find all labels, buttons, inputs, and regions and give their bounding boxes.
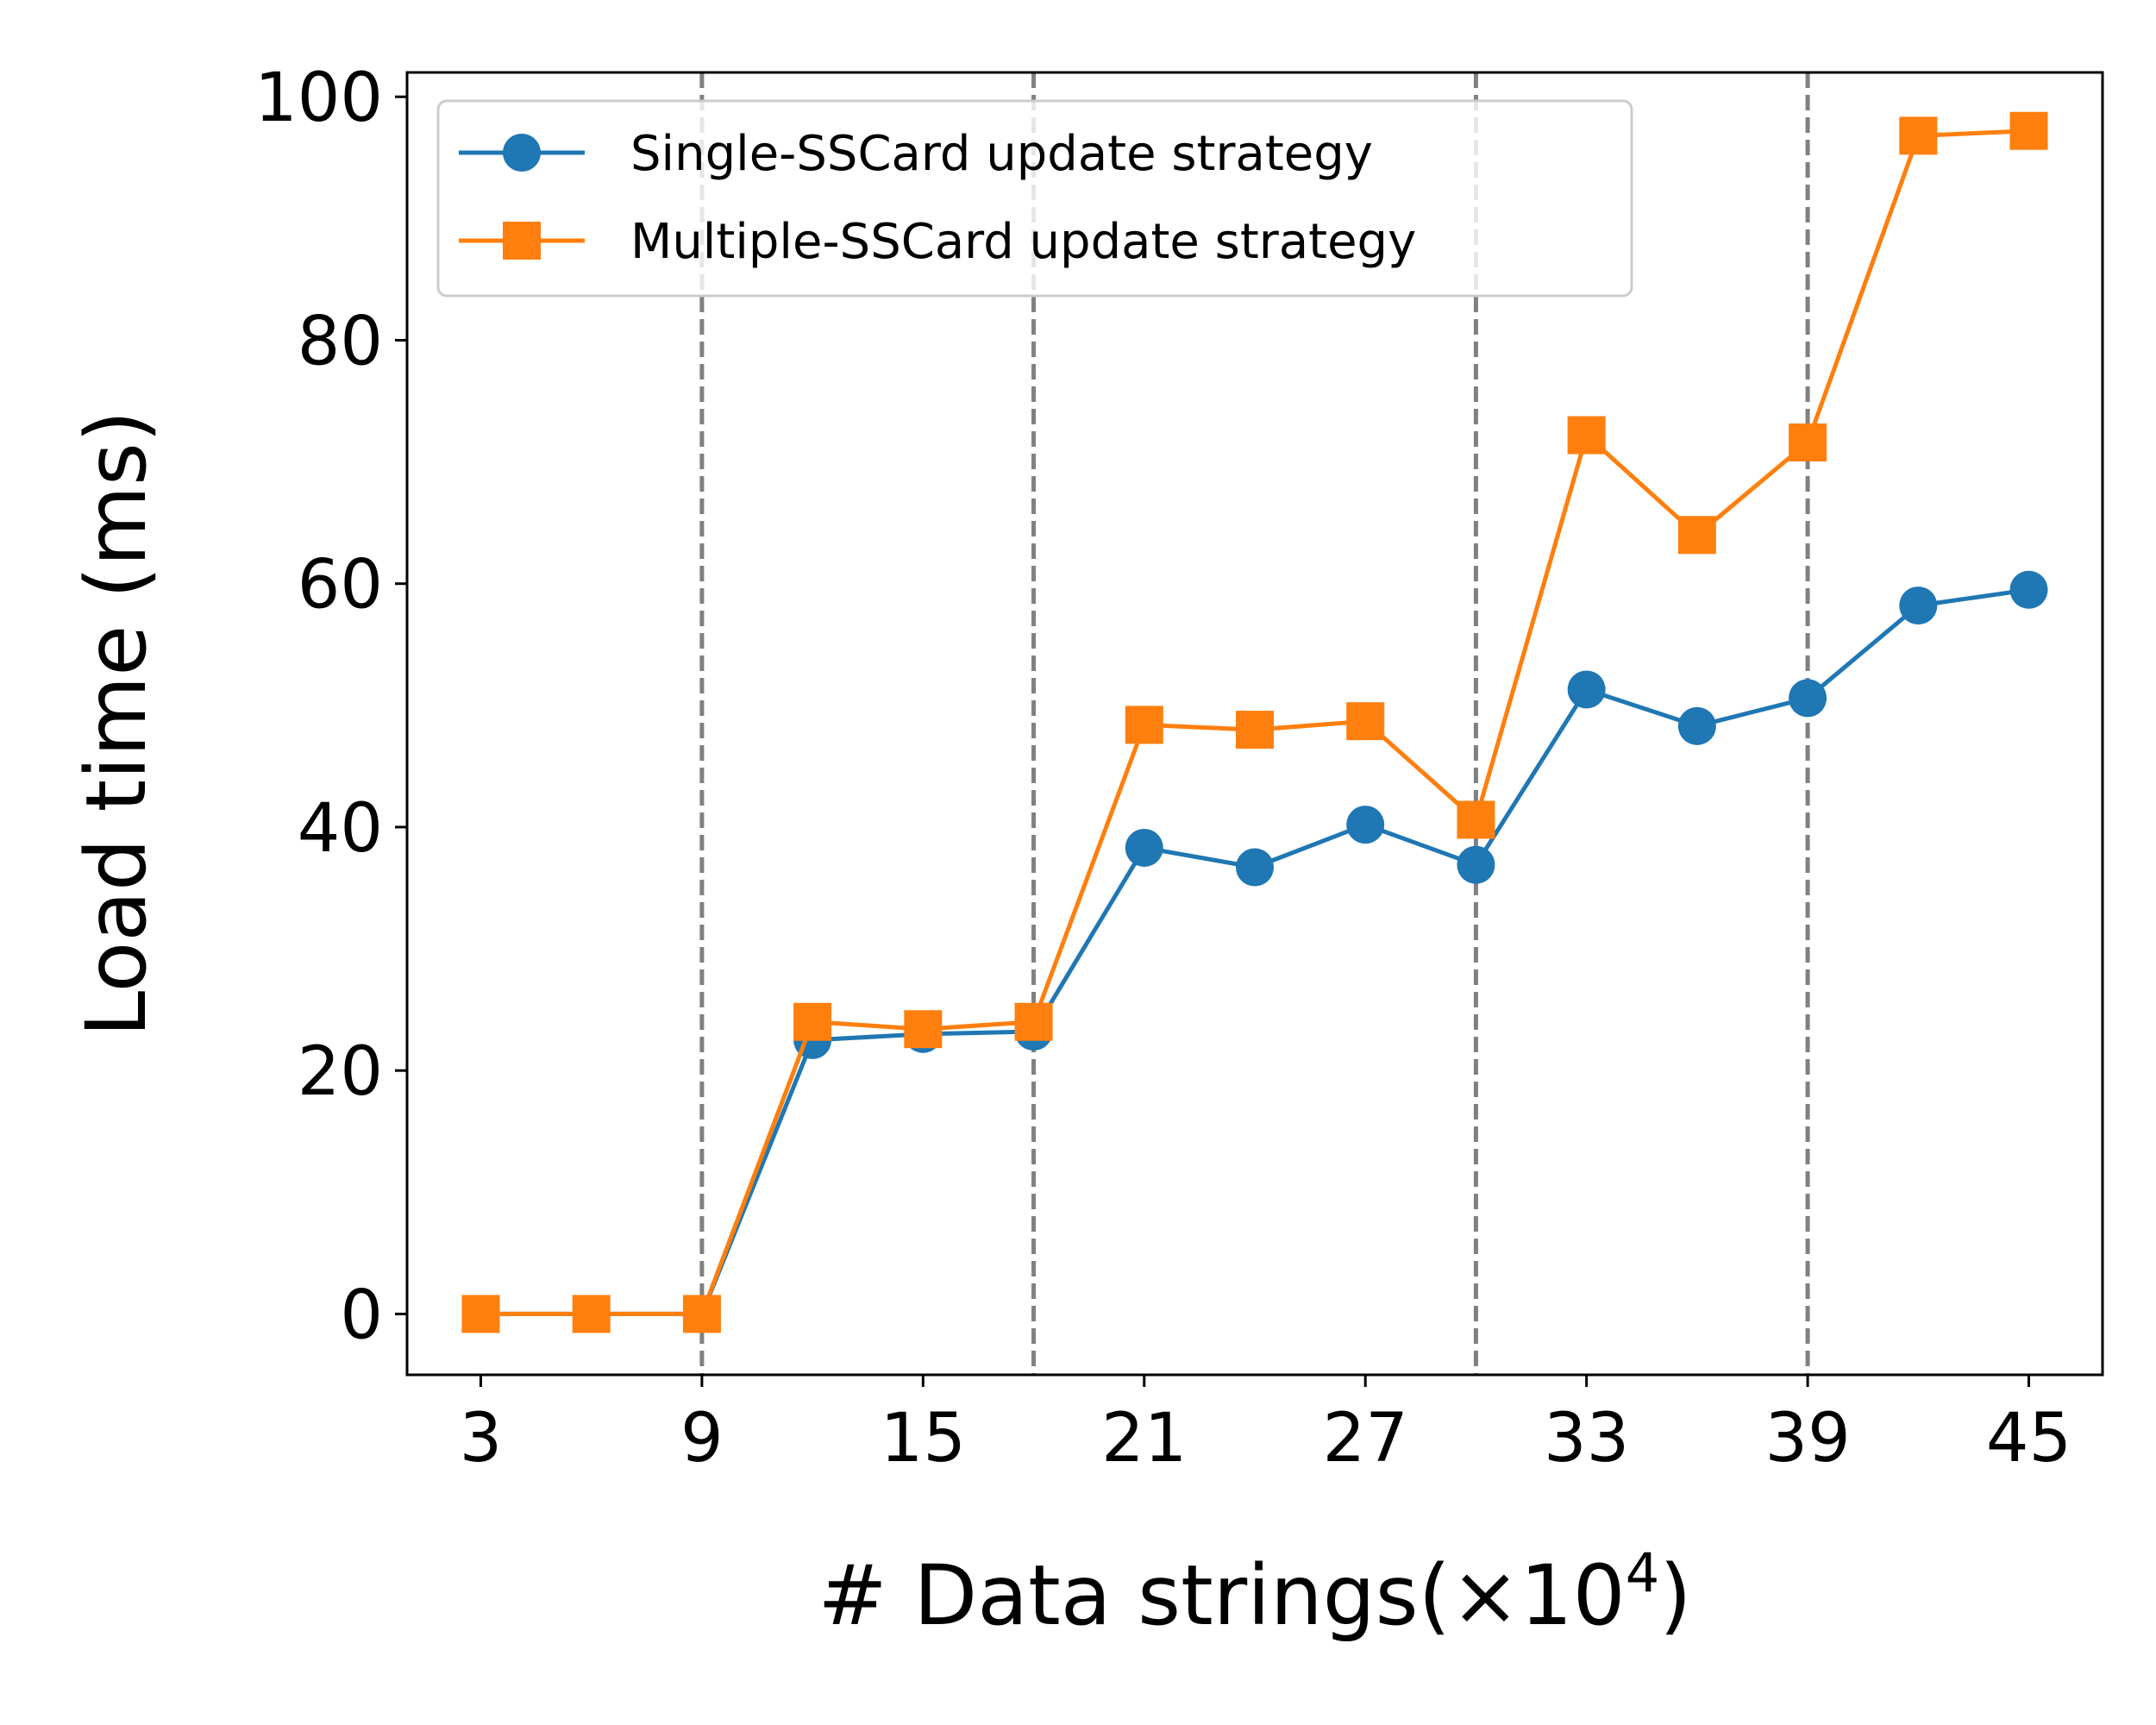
data-point — [1567, 416, 1606, 455]
legend-item-single: Single-SSCard update strategy — [459, 126, 1373, 182]
data-point — [1346, 806, 1385, 844]
legend-marker-multiple — [503, 222, 541, 260]
legend-box — [436, 99, 1633, 298]
data-point — [2009, 111, 2048, 150]
data-point — [1125, 828, 1163, 867]
x-tick-label: 15 — [881, 1400, 966, 1477]
y-tick-label: 40 — [298, 790, 383, 868]
data-point — [1236, 848, 1274, 887]
x-axis: 3 9 15 21 27 33 39 45 — [460, 1375, 2071, 1477]
data-point — [1567, 670, 1606, 709]
legend-label-multiple: Multiple-SSCard update strategy — [630, 214, 1416, 270]
x-axis-label-main: # Data strings(×10 — [818, 1547, 1625, 1644]
data-point — [904, 1010, 943, 1049]
legend-item-multiple: Multiple-SSCard update strategy — [459, 214, 1416, 270]
y-tick-label: 80 — [298, 303, 383, 380]
y-tick-label: 60 — [298, 547, 383, 624]
x-axis-label-exponent: 4 — [1626, 1541, 1659, 1604]
x-tick-label: 39 — [1764, 1400, 1850, 1477]
data-point — [1789, 423, 1827, 462]
data-point — [1457, 800, 1495, 839]
series-layer — [461, 111, 2048, 1333]
y-tick-label: 100 — [254, 60, 383, 137]
data-point — [1346, 702, 1385, 741]
legend-marker-single — [503, 134, 541, 172]
data-point — [1236, 711, 1274, 750]
plot-area-frame — [405, 71, 2104, 1377]
data-point — [2009, 570, 2048, 609]
x-tick-label: 9 — [680, 1400, 724, 1477]
y-axis: 0 20 40 60 80 100 — [254, 60, 407, 1354]
x-tick-label: 33 — [1544, 1400, 1629, 1477]
data-point — [1789, 679, 1827, 718]
data-point — [1677, 706, 1716, 745]
data-point — [461, 1295, 500, 1333]
series-multiple — [461, 111, 2048, 1333]
data-point — [1457, 845, 1495, 884]
data-point — [793, 1002, 832, 1041]
x-axis-label: # Data strings(×104) — [818, 1541, 1691, 1644]
y-tick-label: 0 — [340, 1276, 383, 1354]
legend: Single-SSCard update strategy Multiple-S… — [436, 99, 1633, 298]
data-point — [682, 1295, 721, 1333]
data-point — [1014, 1002, 1053, 1041]
x-axis-label-close: ) — [1659, 1547, 1691, 1644]
data-point — [1677, 516, 1716, 555]
data-point — [1125, 706, 1163, 744]
x-tick-label: 45 — [1986, 1400, 2071, 1477]
data-point — [1899, 116, 1938, 155]
data-point — [1899, 586, 1938, 625]
legend-label-single: Single-SSCard update strategy — [630, 126, 1373, 182]
x-tick-label: 21 — [1101, 1400, 1187, 1477]
y-axis-label: Load time (ms) — [68, 411, 165, 1038]
x-tick-label: 27 — [1323, 1400, 1408, 1477]
y-tick-label: 20 — [298, 1033, 383, 1111]
data-point — [572, 1295, 611, 1333]
x-tick-label: 3 — [460, 1400, 503, 1477]
